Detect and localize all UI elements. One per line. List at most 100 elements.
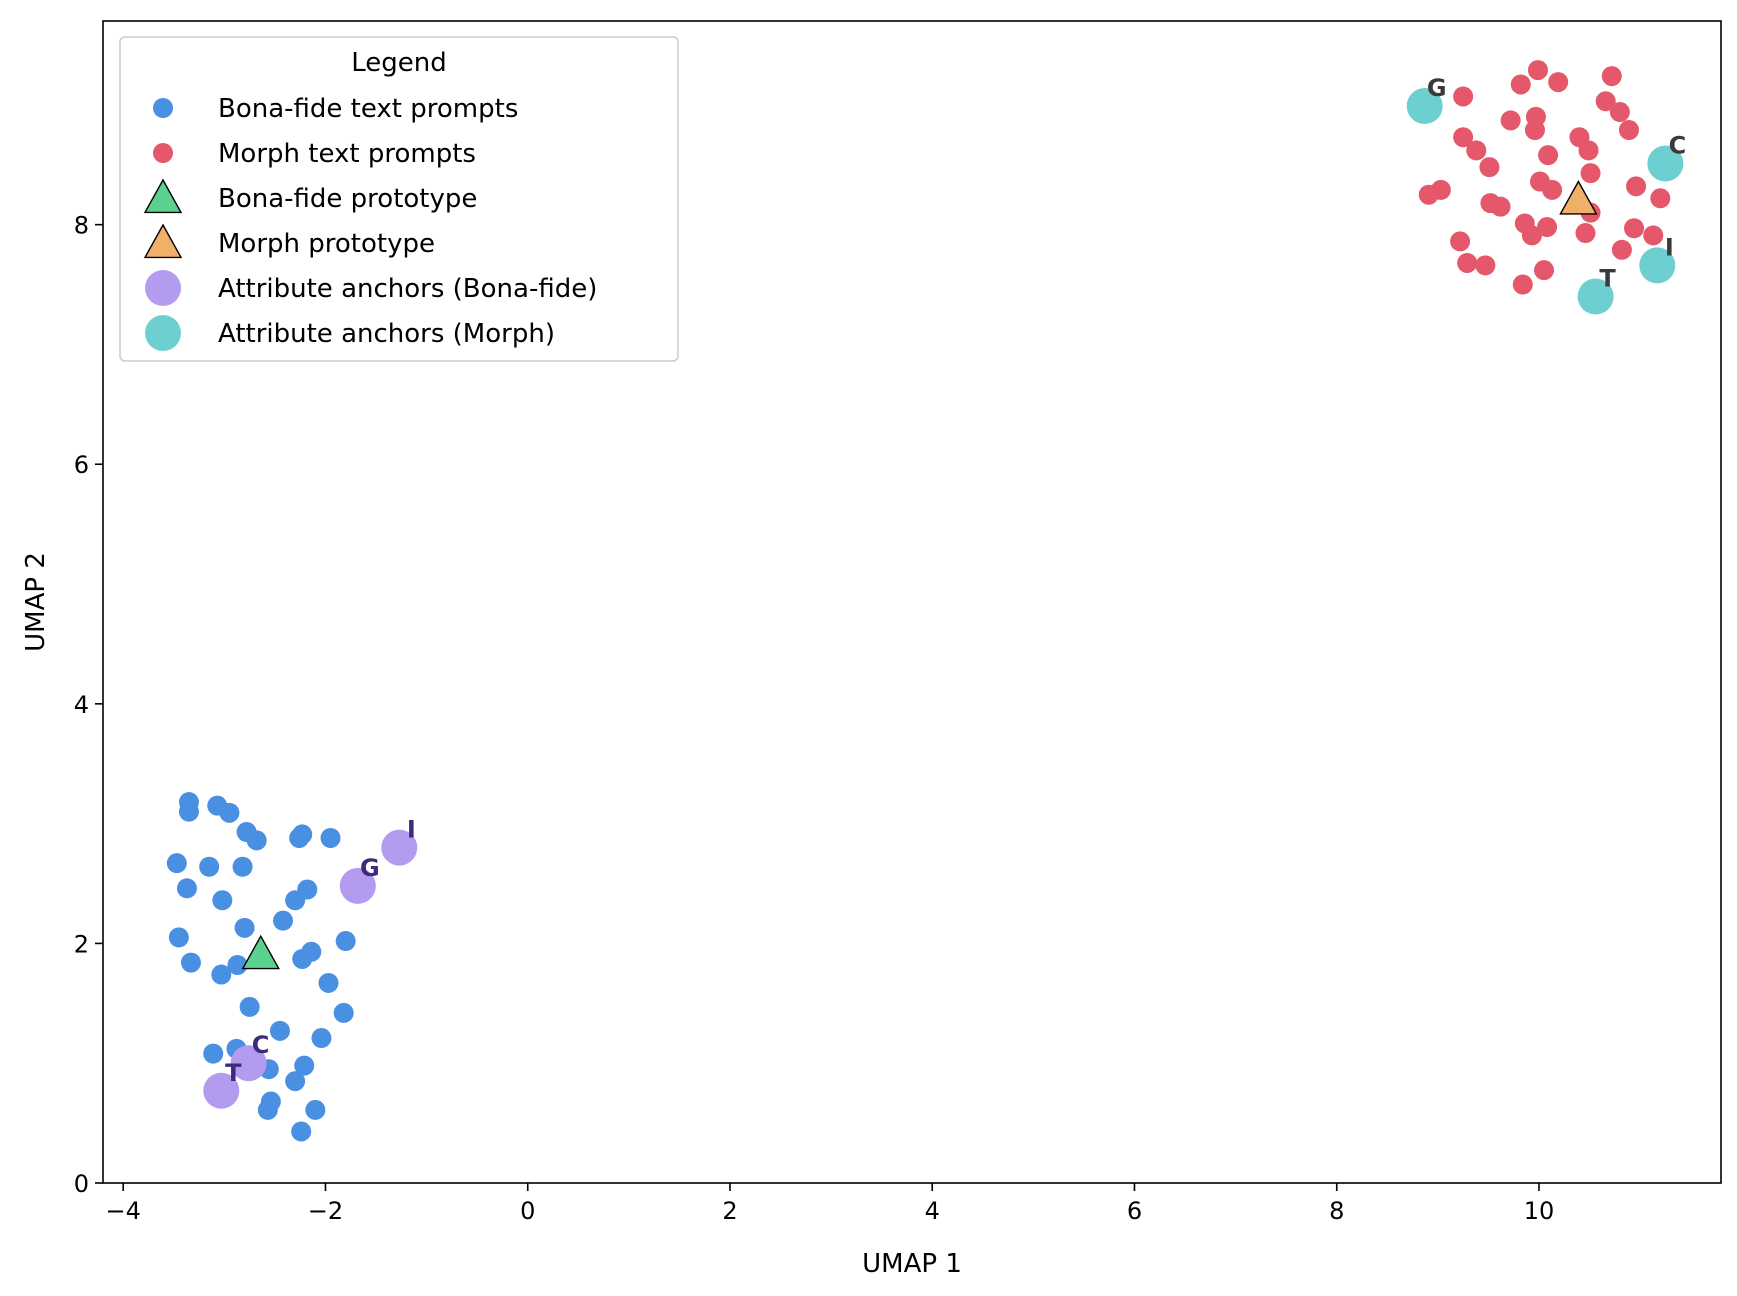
x-tick-label: −4 <box>106 1197 141 1225</box>
bona-fide-prompt-point <box>335 931 356 952</box>
anchor-label: C <box>1669 132 1687 160</box>
morph-prompt-point <box>1453 127 1474 148</box>
morph-prompt-point <box>1512 274 1533 295</box>
y-tick-label: 4 <box>74 691 89 719</box>
morph-prompt-point <box>1595 91 1616 112</box>
bona-fide-prompt-point <box>273 910 294 931</box>
morph-prompt-point <box>1618 120 1639 141</box>
bona-fide-anchor-point <box>230 1045 267 1082</box>
morph-prompt-point <box>1418 184 1439 205</box>
bona-fide-prompt-point <box>180 952 201 973</box>
morph-prompt-point <box>1453 86 1474 107</box>
legend-label: Bona-fide prototype <box>218 184 477 214</box>
x-tick-label: 10 <box>1524 1197 1555 1225</box>
morph-prompt-point <box>1650 188 1671 209</box>
legend-label: Morph text prompts <box>218 139 476 169</box>
x-tick-label: 2 <box>722 1197 737 1225</box>
bona-fide-anchor-point <box>203 1072 240 1109</box>
morph-prompt-point <box>1524 120 1545 141</box>
bona-fide-prompt-point <box>178 801 199 822</box>
bona-fide-prompt-point <box>227 954 248 975</box>
morph-anchor-point <box>1647 145 1684 182</box>
y-tick-label: 0 <box>74 1170 89 1198</box>
morph-prompt-point <box>1457 252 1478 273</box>
morph-prompt-point <box>1548 72 1569 93</box>
bona-fide-anchor-point <box>381 829 418 866</box>
legend-marker <box>145 270 181 306</box>
legend-marker <box>145 315 181 351</box>
morph-prompt-point <box>1624 218 1645 239</box>
y-axis-label: UMAP 2 <box>21 552 51 652</box>
morph-prompt-point <box>1475 255 1496 276</box>
bona-fide-prompt-point <box>257 1099 278 1120</box>
x-tick-label: −2 <box>308 1197 343 1225</box>
bona-fide-prompt-point <box>318 972 339 993</box>
anchor-label: I <box>407 816 416 844</box>
morph-prompt-point <box>1500 110 1521 131</box>
bona-fide-prompt-point <box>269 1020 290 1041</box>
x-tick-label: 6 <box>1127 1197 1142 1225</box>
bona-fide-prompt-point <box>168 927 189 948</box>
morph-anchor-point <box>1406 88 1443 125</box>
morph-prompt-point <box>1542 179 1563 200</box>
bona-fide-prompt-point <box>219 802 240 823</box>
morph-prompt-point <box>1601 66 1622 87</box>
morph-prompt-point <box>1466 140 1487 161</box>
bona-fide-prompt-point <box>294 1055 315 1076</box>
bona-fide-prompt-point <box>199 856 220 877</box>
x-tick-label: 0 <box>520 1197 535 1225</box>
bona-fide-prompt-point <box>285 1071 306 1092</box>
anchor-label: T <box>225 1059 242 1087</box>
morph-prompt-point <box>1534 260 1555 281</box>
morph-prompt-point <box>1479 157 1500 178</box>
anchor-label: G <box>360 854 380 882</box>
bona-fide-prompt-point <box>203 1043 224 1064</box>
bona-fide-prompt-point <box>292 824 313 845</box>
bona-fide-prompt-point <box>166 853 187 874</box>
anchor-label: C <box>252 1031 270 1059</box>
legend-marker <box>143 223 183 259</box>
legend: Legend Bona-fide text prompts Morph text … <box>119 36 679 362</box>
bona-fide-prompt-point <box>176 878 197 899</box>
morph-prompt-point <box>1527 60 1548 81</box>
legend-marker <box>153 98 173 118</box>
morph-prompt-point <box>1580 163 1601 184</box>
anchor-label: G <box>1427 74 1447 102</box>
bona-fide-prompt-point <box>234 917 255 938</box>
legend-label: Morph prototype <box>218 229 435 259</box>
legend-marker <box>153 143 173 163</box>
y-axis-ticks: 0 2 4 6 8 <box>74 212 103 1198</box>
bona-fide-prompt-point <box>305 1099 326 1120</box>
legend-box <box>119 36 679 362</box>
morph-prompt-point <box>1537 217 1558 238</box>
morph-prompt-point <box>1575 223 1596 244</box>
morph-prompt-point <box>1578 140 1599 161</box>
y-tick-label: 6 <box>74 451 89 479</box>
y-tick-label: 8 <box>74 212 89 240</box>
bona-fide-prototype-marker <box>241 934 280 970</box>
morph-prototype-marker <box>1559 180 1598 215</box>
bona-fide-prompt-point <box>311 1028 332 1049</box>
morph-prompt-point <box>1490 196 1511 217</box>
morph-prompt-point <box>1609 102 1630 123</box>
morph-prompt-point <box>1510 74 1531 95</box>
legend-marker <box>143 178 183 214</box>
bona-fide-prompt-point <box>232 856 253 877</box>
bona-fide-prompt-point <box>301 941 322 962</box>
legend-title: Legend <box>351 48 447 78</box>
morph-prompt-point <box>1626 176 1647 197</box>
bona-fide-anchor-point <box>339 867 376 904</box>
morph-anchor-point <box>1639 247 1676 284</box>
y-tick-label: 2 <box>74 930 89 958</box>
anchor-label: T <box>1599 265 1616 293</box>
x-tick-label: 8 <box>1329 1197 1344 1225</box>
legend-label: Bona-fide text prompts <box>218 94 518 124</box>
bona-fide-prompt-point <box>297 879 318 900</box>
legend-entries: Bona-fide text prompts Morph text prompts… <box>143 94 597 351</box>
bona-fide-prompt-point <box>333 1002 354 1023</box>
morph-prompt-point <box>1643 225 1664 246</box>
morph-prompt-point <box>1521 225 1542 246</box>
morph-prompt-point <box>1450 231 1471 252</box>
